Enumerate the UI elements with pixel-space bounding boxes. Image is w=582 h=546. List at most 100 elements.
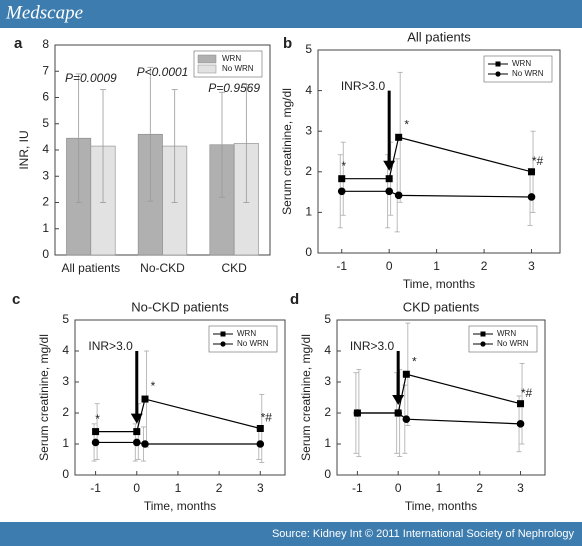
x-tick-label: 1	[436, 481, 443, 495]
y-tick-label: 7	[42, 63, 49, 77]
y-tick-label: 3	[305, 123, 312, 137]
panel-letter: c	[12, 291, 20, 308]
y-tick-label: 2	[62, 405, 69, 419]
y-tick-label: 6	[42, 90, 49, 104]
legend-marker	[495, 61, 501, 67]
y-axis-label: Serum creatinine, mg/dl	[280, 88, 294, 215]
marker	[141, 395, 149, 403]
p-value: P=0.9569	[208, 81, 260, 95]
legend-swatch	[197, 64, 217, 74]
y-tick-label: 5	[324, 312, 331, 326]
marker	[353, 409, 362, 417]
x-tick-label: 3	[257, 481, 264, 495]
x-tick-label: -1	[336, 259, 347, 273]
y-axis-label: Serum creatinine, mg/dl	[299, 334, 313, 461]
x-tick-label: -1	[90, 481, 101, 495]
panel-letter: d	[290, 291, 299, 308]
plot-frame	[74, 319, 286, 476]
p-value: P<0.0001	[137, 65, 189, 79]
legend-label: No WRN	[222, 64, 254, 73]
annotation: *	[151, 379, 156, 393]
marker	[394, 409, 402, 417]
error-bar	[100, 89, 107, 203]
plot-frame	[317, 49, 561, 254]
y-tick-label: 0	[62, 467, 69, 481]
header-bar	[0, 0, 582, 28]
y-tick-label: 4	[305, 83, 312, 97]
legend-marker	[480, 341, 486, 347]
y-tick-label: 2	[305, 164, 312, 178]
legend-marker	[220, 331, 226, 337]
series-line	[357, 412, 521, 425]
marker	[141, 440, 149, 448]
marker	[133, 428, 141, 436]
legend-label: WRN	[497, 329, 516, 338]
y-tick-label: 2	[324, 405, 331, 419]
x-axis-label: Time, months	[403, 277, 475, 291]
panel-letter: a	[14, 35, 23, 52]
marker	[385, 175, 393, 183]
x-tick-label: 0	[386, 259, 393, 273]
x-tick-label: CKD	[221, 261, 247, 275]
x-tick-label: 2	[216, 481, 223, 495]
marker	[256, 425, 264, 432]
error-bar	[218, 91, 225, 198]
error-bar	[171, 89, 178, 203]
legend-label: WRN	[222, 54, 241, 63]
x-tick-label: No-CKD	[140, 261, 185, 275]
marker	[517, 400, 525, 408]
marker	[528, 168, 536, 176]
series-line	[357, 373, 521, 414]
marker	[92, 428, 100, 436]
series-line	[341, 190, 532, 198]
y-tick-label: 1	[42, 221, 49, 235]
x-tick-label: 1	[175, 481, 182, 495]
source: Source: Kidney Int © 2011 International …	[272, 528, 575, 540]
marker	[395, 133, 403, 141]
legend-label: No WRN	[512, 69, 544, 78]
annotation: *	[412, 354, 417, 368]
y-tick-label: 4	[62, 343, 69, 357]
legend-marker	[480, 331, 486, 337]
annotation: *#	[532, 154, 544, 168]
y-tick-label: 3	[62, 374, 69, 388]
panel-letter: b	[283, 35, 292, 52]
marker	[527, 193, 536, 201]
arrow-head	[383, 160, 396, 171]
annotation: INR>3.0	[341, 79, 386, 93]
marker	[91, 438, 100, 447]
legend-label: WRN	[512, 59, 531, 68]
legend-box	[483, 55, 553, 83]
panel-title: CKD patients	[403, 299, 480, 314]
x-tick-label: All patients	[61, 261, 120, 275]
marker	[256, 440, 265, 448]
panel-title: No-CKD patients	[131, 299, 229, 314]
error-bar	[243, 83, 250, 203]
y-tick-label: 4	[42, 142, 49, 156]
x-tick-label: 2	[481, 259, 488, 273]
panel-title: All patients	[407, 29, 471, 44]
marker	[337, 187, 346, 196]
legend-marker	[220, 341, 226, 347]
x-tick-label: -1	[352, 481, 363, 495]
brand: Medscape	[5, 2, 83, 23]
annotation: *#	[521, 386, 533, 400]
annotation: INR>3.0	[88, 339, 133, 353]
arrow-head	[130, 413, 143, 424]
y-tick-label: 1	[305, 205, 312, 219]
legend-box	[468, 325, 538, 353]
series-line	[95, 398, 261, 433]
y-tick-label: 2	[42, 195, 49, 209]
x-tick-label: 2	[476, 481, 483, 495]
y-tick-label: 1	[324, 436, 331, 450]
error-bar	[75, 73, 82, 203]
y-tick-label: 5	[62, 312, 69, 326]
annotation: *	[341, 159, 346, 173]
legend-box	[208, 325, 278, 353]
annotation: *#	[261, 411, 273, 425]
marker	[516, 420, 525, 428]
annotation: *	[95, 412, 100, 426]
y-axis-label: INR, IU	[17, 130, 31, 169]
x-axis-label: Time, months	[405, 499, 477, 513]
